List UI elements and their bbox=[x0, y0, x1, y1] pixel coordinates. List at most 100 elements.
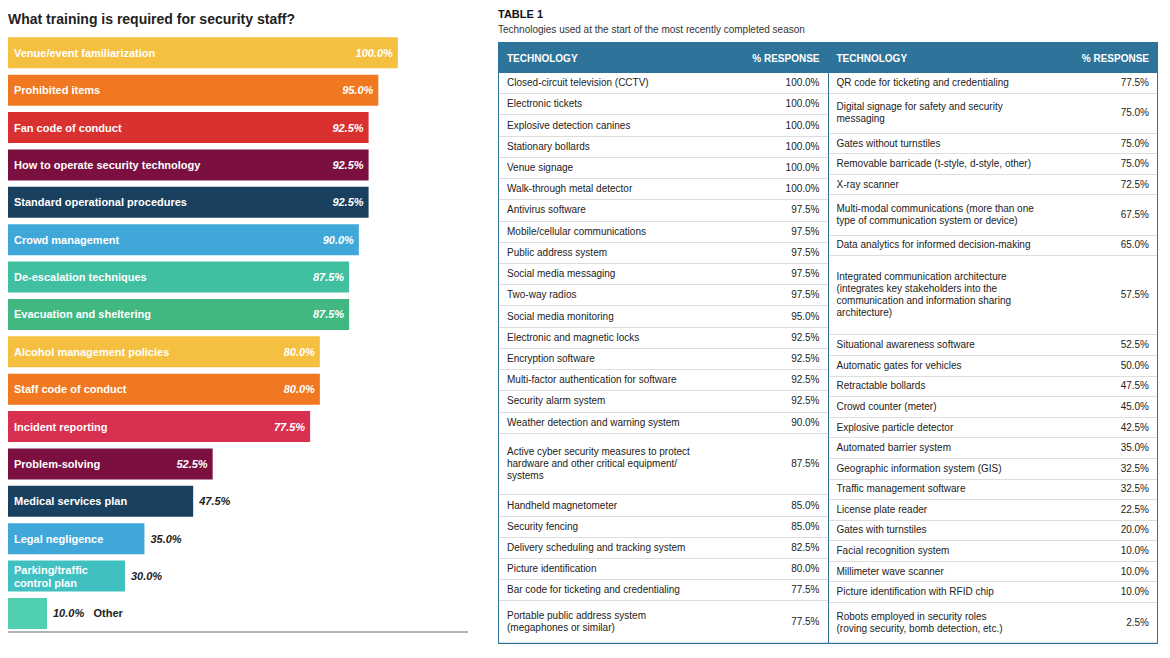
html-text:65.0%: 65.0% bbox=[1120, 239, 1149, 251]
html-text:100.0%: 100.0% bbox=[785, 119, 820, 131]
html-text:57.5%: 57.5% bbox=[1120, 289, 1149, 301]
html-text:92.5%: 92.5% bbox=[791, 374, 820, 386]
svg-text:52.5%: 52.5% bbox=[176, 458, 207, 470]
html-text:80.0%: 80.0% bbox=[791, 563, 820, 575]
html-text:Closed-circuit television (CCT: Closed-circuit television (CCTV) bbox=[507, 77, 649, 89]
html-text:TABLE 1: TABLE 1 bbox=[498, 8, 543, 20]
html-text:What training is required for: What training is required for security s… bbox=[8, 11, 295, 27]
html-text:92.5%: 92.5% bbox=[791, 331, 820, 343]
html-text:100.0%: 100.0% bbox=[785, 77, 820, 89]
html-text:communication and information: communication and information sharing bbox=[836, 295, 1011, 307]
svg-text:47.5%: 47.5% bbox=[198, 495, 230, 507]
html-text:Public address system: Public address system bbox=[507, 246, 607, 258]
html-text:77.5%: 77.5% bbox=[1120, 76, 1149, 88]
html-text:97.5%: 97.5% bbox=[791, 204, 820, 216]
svg-text:35.0%: 35.0% bbox=[150, 533, 181, 545]
svg-text:30.0%: 30.0% bbox=[131, 570, 162, 582]
html-text:Integrated communication archi: Integrated communication architecture bbox=[836, 271, 1007, 283]
svg-text:Fan code of conduct: Fan code of conduct bbox=[14, 122, 122, 134]
svg-text:Alcohol management policies: Alcohol management policies bbox=[14, 346, 169, 358]
svg-text:90.0%: 90.0% bbox=[323, 234, 354, 246]
svg-text:Other: Other bbox=[93, 607, 123, 619]
html-text:97.5%: 97.5% bbox=[791, 268, 820, 280]
html-text:Delivery scheduling and tracki: Delivery scheduling and tracking system bbox=[507, 541, 686, 553]
html-text:97.5%: 97.5% bbox=[791, 289, 820, 301]
svg-text:Medical services plan: Medical services plan bbox=[14, 495, 127, 507]
html-text:Social media messaging: Social media messaging bbox=[507, 268, 616, 280]
svg-text:De-escalation techniques: De-escalation techniques bbox=[14, 271, 147, 283]
html-text:100.0%: 100.0% bbox=[785, 140, 820, 152]
html-text:85.0%: 85.0% bbox=[791, 520, 820, 532]
svg-text:100.0%: 100.0% bbox=[356, 47, 394, 59]
html-text:Digital signage for safety and: Digital signage for safety and security bbox=[836, 101, 1003, 113]
html-text:85.0%: 85.0% bbox=[791, 499, 820, 511]
html-text:architecture): architecture) bbox=[836, 307, 893, 319]
html-text:(integrates key stakeholders i: (integrates key stakeholders into the bbox=[836, 283, 998, 295]
html-text:100.0%: 100.0% bbox=[785, 98, 820, 110]
html-text:97.5%: 97.5% bbox=[791, 225, 820, 237]
html-text:82.5%: 82.5% bbox=[791, 541, 820, 553]
html-text:Antivirus software: Antivirus software bbox=[507, 204, 586, 216]
html-text:Weather detection and warning: Weather detection and warning system bbox=[507, 416, 680, 428]
svg-text:Standard operational procedure: Standard operational procedures bbox=[14, 196, 187, 208]
html-text:Security fencing: Security fencing bbox=[507, 520, 579, 532]
svg-text:80.0%: 80.0% bbox=[284, 346, 315, 358]
svg-text:92.5%: 92.5% bbox=[332, 196, 363, 208]
svg-text:Problem-solving: Problem-solving bbox=[14, 458, 100, 470]
html-text:Electronic tickets: Electronic tickets bbox=[507, 98, 582, 110]
html-text:95.0%: 95.0% bbox=[791, 310, 820, 322]
svg-text:Evacuation and sheltering: Evacuation and sheltering bbox=[14, 308, 151, 320]
html-text:75.0%: 75.0% bbox=[1120, 137, 1149, 149]
svg-text:Staff code of conduct: Staff code of conduct bbox=[14, 383, 127, 395]
html-text:Situational awareness software: Situational awareness software bbox=[836, 339, 975, 351]
html-text:Security alarm system: Security alarm system bbox=[507, 395, 606, 407]
html-text:X-ray scanner: X-ray scanner bbox=[836, 178, 899, 190]
html-text:Handheld magnetometer: Handheld magnetometer bbox=[507, 499, 618, 511]
html-text:Two-way radios: Two-way radios bbox=[507, 289, 577, 301]
svg-text:80.0%: 80.0% bbox=[284, 383, 315, 395]
svg-text:95.0%: 95.0% bbox=[342, 84, 373, 96]
html-text:72.5%: 72.5% bbox=[1120, 178, 1149, 190]
html-text:97.5%: 97.5% bbox=[791, 246, 820, 258]
html-text:Explosive detection canines: Explosive detection canines bbox=[507, 119, 631, 131]
html-text:77.5%: 77.5% bbox=[791, 615, 820, 627]
html-text:TECHNOLOGY: TECHNOLOGY bbox=[836, 52, 908, 64]
html-text:(megaphones or similar): (megaphones or similar) bbox=[507, 621, 615, 633]
html-text:90.0%: 90.0% bbox=[791, 416, 820, 428]
svg-text:Incident reporting: Incident reporting bbox=[14, 421, 108, 433]
html-text:Removable barricade (t-style,: Removable barricade (t-style, d-style, o… bbox=[836, 158, 1031, 170]
svg-text:Crowd management: Crowd management bbox=[14, 234, 119, 246]
html-text:Electronic and magnetic locks: Electronic and magnetic locks bbox=[507, 331, 640, 343]
html-text:75.0%: 75.0% bbox=[1120, 107, 1149, 119]
html-text:92.5%: 92.5% bbox=[791, 395, 820, 407]
html-text:Multi-factor authentication fo: Multi-factor authentication for software bbox=[507, 374, 677, 386]
svg-text:92.5%: 92.5% bbox=[332, 122, 363, 134]
svg-text:87.5%: 87.5% bbox=[313, 308, 344, 320]
html-text:Bar code for ticketing and cre: Bar code for ticketing and credentialing bbox=[507, 584, 680, 596]
html-text:messaging: messaging bbox=[836, 113, 885, 125]
html-text:75.0%: 75.0% bbox=[1120, 158, 1149, 170]
svg-text:Venue/event familiarization: Venue/event familiarization bbox=[14, 47, 155, 59]
html-text:% RESPONSE: % RESPONSE bbox=[752, 52, 820, 64]
svg-text:92.5%: 92.5% bbox=[332, 159, 363, 171]
html-text:TECHNOLOGY: TECHNOLOGY bbox=[507, 52, 578, 64]
html-text:Picture identification: Picture identification bbox=[507, 563, 597, 575]
html-text:Walk-through metal detector: Walk-through metal detector bbox=[507, 183, 633, 195]
svg-text:Legal negligence: Legal negligence bbox=[14, 533, 103, 545]
svg-text:10.0%: 10.0% bbox=[53, 607, 84, 619]
html-text:Gates without turnstiles: Gates without turnstiles bbox=[836, 137, 941, 149]
html-text:Stationary bollards: Stationary bollards bbox=[507, 140, 590, 152]
svg-text:How to operate security techno: How to operate security technology bbox=[14, 159, 201, 171]
html-text:Mobile/cellular communications: Mobile/cellular communications bbox=[507, 225, 646, 237]
svg-text:77.5%: 77.5% bbox=[274, 421, 305, 433]
html-text:Social media monitoring: Social media monitoring bbox=[507, 310, 614, 322]
html-text:77.5%: 77.5% bbox=[791, 584, 820, 596]
html-text:Data analytics for informed de: Data analytics for informed decision-mak… bbox=[836, 239, 1031, 251]
html-text:QR code for ticketing and cred: QR code for ticketing and credentialing bbox=[836, 76, 1009, 88]
svg-text:87.5%: 87.5% bbox=[313, 271, 344, 283]
html-text:100.0%: 100.0% bbox=[785, 183, 820, 195]
html-text:Portable public address system: Portable public address system bbox=[507, 609, 646, 621]
svg-text:Prohibited items: Prohibited items bbox=[14, 84, 100, 96]
svg-text:Parking/trafficcontrol plan: Parking/trafficcontrol plan bbox=[14, 564, 88, 589]
html-text:% RESPONSE: % RESPONSE bbox=[1081, 52, 1149, 64]
